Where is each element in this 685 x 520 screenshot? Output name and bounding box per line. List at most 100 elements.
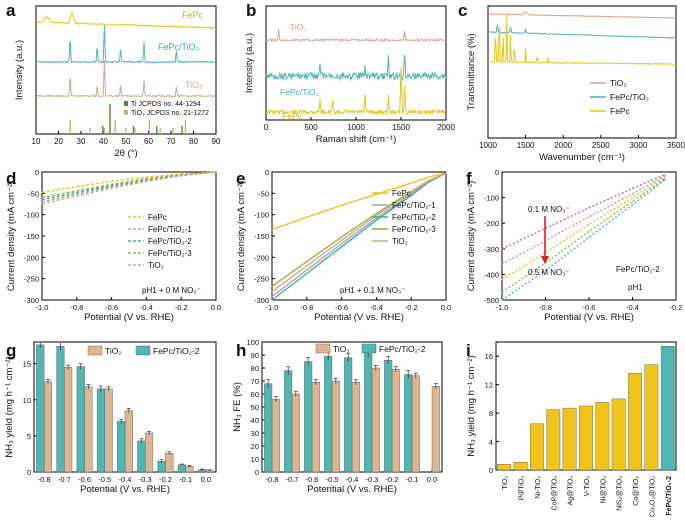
data-point — [588, 207, 590, 209]
legend-label: FePc/TiO₂-1 — [392, 201, 436, 210]
data-point — [41, 197, 43, 199]
data-point — [375, 193, 377, 195]
data-point — [631, 200, 634, 202]
bar — [364, 353, 373, 473]
chart-a: 10 20 30 40 50 60 70 80 90 FePc FePc/TiO₂ TiO₂ Ti JC… — [14, 5, 221, 159]
data-point — [306, 216, 308, 218]
data-point — [410, 194, 412, 197]
series-line — [501, 179, 666, 301]
y-tick-label: -200 — [24, 253, 39, 262]
legend-label: TiO₂ — [610, 78, 627, 88]
condition-annotation: pH1 + 0 M NO₃⁻ — [142, 286, 201, 295]
x-tick-label: -0.8 — [266, 475, 279, 484]
x-tick-label: -0.5 — [98, 475, 111, 484]
x-tick-label: 0 — [264, 123, 269, 132]
legend-label: FePc/TiO₂-3 — [148, 249, 192, 258]
bar — [331, 380, 340, 473]
y-tick-label: 5 — [27, 432, 31, 441]
bar — [36, 344, 45, 473]
panel-letter-g: g — [6, 341, 16, 360]
y-tick-label: -100 — [484, 194, 499, 203]
panel-letter-c: c — [458, 1, 467, 20]
bar — [344, 357, 353, 473]
y-tick-label: -400 — [484, 270, 499, 279]
data-point — [306, 272, 308, 275]
series-line-fepc-tio2 — [487, 24, 677, 39]
x-axis-label: Potential (V vs. RHE) — [314, 312, 404, 323]
x-tick-label: -0.8 — [38, 475, 51, 484]
data-point — [588, 223, 590, 226]
y-tick-label: 8 — [489, 409, 493, 418]
data-point — [631, 204, 634, 206]
data-point — [501, 299, 503, 301]
x-tick-label: FePc/TiO₂-2 — [666, 476, 673, 516]
series-line — [271, 172, 447, 298]
legend-label: FePc/TiO₂-2 — [392, 213, 436, 222]
y-tick-label: 90 — [251, 351, 259, 360]
x-tick-label: NiS₂@TiO₂ — [617, 476, 624, 511]
y-tick-label: 15 — [23, 360, 31, 369]
x-tick-label: -0.2 — [386, 475, 399, 484]
x-tick-label: 20 — [54, 137, 63, 146]
reference-legend-swatch — [124, 101, 128, 106]
bar — [384, 360, 393, 473]
x-tick-label: 2500 — [592, 141, 610, 150]
x-tick-label: 3500 — [667, 141, 685, 150]
y-axis-label: Current density (mA cm⁻²) — [6, 181, 17, 292]
legend-label: FePc — [392, 189, 411, 198]
x-tick-label: -0.7 — [58, 475, 71, 484]
arrow-end-label: 0.5 M NO₃⁻ — [528, 268, 570, 277]
y-axis-label: Intensity (a.u.) — [14, 40, 25, 100]
y-tick-label: -300 — [24, 296, 39, 305]
data-point — [306, 265, 308, 267]
data-point — [341, 204, 343, 206]
data-point — [271, 285, 273, 287]
x-tick-label: 10 — [32, 137, 41, 146]
y-tick-label: -300 — [484, 245, 499, 254]
y-tick-label: -100 — [24, 211, 39, 220]
series-line-tio2 — [265, 28, 447, 43]
legend-label: FePc/TiO₂-2 — [379, 344, 426, 354]
x-tick-label: -0.1 — [406, 475, 419, 484]
x-tick-label: 70 — [167, 137, 176, 146]
y-tick-label: 20 — [251, 442, 259, 451]
data-point — [501, 291, 503, 293]
data-point — [271, 290, 273, 293]
panel-letter-h: h — [236, 341, 246, 360]
bar — [546, 409, 561, 471]
data-point — [145, 180, 147, 182]
data-point — [341, 236, 343, 238]
series-line — [501, 175, 666, 265]
legend-swatch — [87, 345, 103, 356]
x-axis-label: Potential (V vs. RHE) — [307, 484, 397, 495]
x-tick-label: CoP@TiO₂ — [551, 476, 558, 511]
series-line-fepc — [35, 11, 217, 30]
y-tick-label: 40 — [251, 416, 259, 425]
bar — [411, 375, 420, 473]
data-point — [41, 199, 43, 201]
x-axis-label: Wavenumber (cm⁻¹) — [539, 152, 625, 163]
data-point — [215, 171, 217, 173]
data-point — [631, 197, 634, 199]
concentration-arrow-head — [541, 256, 549, 264]
legend-swatch — [315, 343, 331, 354]
data-point — [145, 178, 147, 180]
x-tick-label: -0.8 — [300, 303, 313, 312]
y-axis-label: NH₃ yield (mg h⁻¹ cm⁻²) — [4, 356, 15, 458]
data-point — [375, 214, 377, 217]
x-tick-label: 0.0 — [201, 475, 211, 484]
chart-c: 1000 1500 2000 2500 3000 3500 TiO₂ FePc/TiO₂ FeP… — [466, 5, 685, 163]
data-point — [271, 229, 273, 231]
bar — [431, 386, 440, 473]
y-tick-label: -300 — [254, 296, 269, 305]
x-tick-label: -1.0 — [266, 303, 279, 312]
series-line — [41, 171, 217, 205]
series-line-fepc — [487, 13, 677, 65]
y-tick-label: -500 — [484, 296, 499, 305]
y-tick-label: 60 — [251, 390, 259, 399]
bar — [562, 407, 577, 471]
y-axis-label: Current density (mA cm⁻²) — [236, 181, 247, 292]
bar — [124, 410, 133, 473]
y-tick-label: -200 — [484, 219, 499, 228]
data-point — [631, 193, 634, 195]
